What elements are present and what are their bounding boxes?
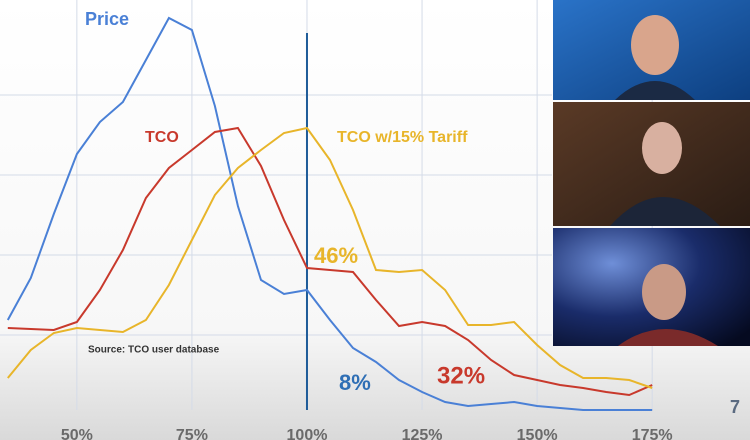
x-tick-label: 125% (402, 427, 443, 440)
participant-body (610, 197, 720, 226)
participant-body (618, 329, 718, 346)
x-tick-label: 75% (176, 427, 208, 440)
video-tiles (553, 0, 750, 346)
x-tick-label: 150% (517, 427, 558, 440)
x-tick-label: 50% (61, 427, 93, 440)
x-tick-label: 175% (632, 427, 673, 440)
annotation: 46% (314, 243, 358, 268)
participant (631, 15, 679, 75)
x-tick-label: 100% (287, 427, 328, 440)
participant-body (615, 81, 695, 100)
source-note: Source: TCO user database (88, 345, 220, 356)
series-label: Price (85, 9, 129, 29)
series-line (7, 126, 653, 397)
slide-number: 7 (730, 397, 740, 417)
annotation: 32% (437, 362, 485, 389)
series-label: TCO (145, 129, 179, 146)
annotation: 8% (339, 370, 371, 395)
series-line (6, 16, 653, 411)
participant (642, 264, 686, 320)
participant (642, 122, 682, 174)
series-line (7, 126, 653, 389)
series-label: TCO w/15% Tariff (337, 129, 468, 146)
grid (0, 94, 552, 336)
